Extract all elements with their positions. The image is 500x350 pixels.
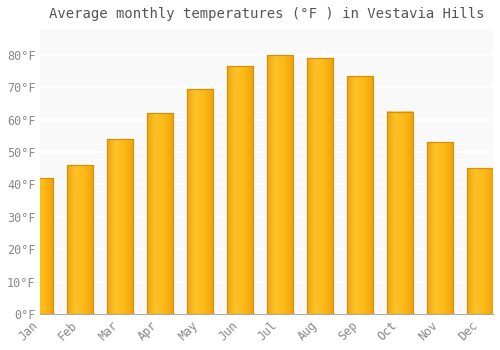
Bar (108, 139, 134, 314)
Bar (427, 142, 453, 314)
Bar (347, 76, 373, 314)
Bar (187, 89, 213, 314)
Bar (307, 58, 333, 314)
Bar (347, 76, 373, 314)
Title: Average monthly temperatures (°F ) in Vestavia Hills: Average monthly temperatures (°F ) in Ve… (49, 7, 484, 21)
Bar (68, 165, 94, 314)
Bar (387, 112, 413, 314)
Bar (187, 89, 213, 314)
Bar (387, 112, 413, 314)
Bar (427, 142, 453, 314)
Bar (227, 66, 253, 314)
Bar (227, 66, 253, 314)
Bar (467, 168, 493, 314)
Bar (267, 55, 293, 314)
Bar (307, 58, 333, 314)
Bar (267, 55, 293, 314)
Bar (467, 168, 493, 314)
Bar (147, 113, 173, 314)
Bar (147, 113, 173, 314)
Bar (28, 178, 54, 314)
Bar (68, 165, 94, 314)
Bar (28, 178, 54, 314)
Bar (108, 139, 134, 314)
